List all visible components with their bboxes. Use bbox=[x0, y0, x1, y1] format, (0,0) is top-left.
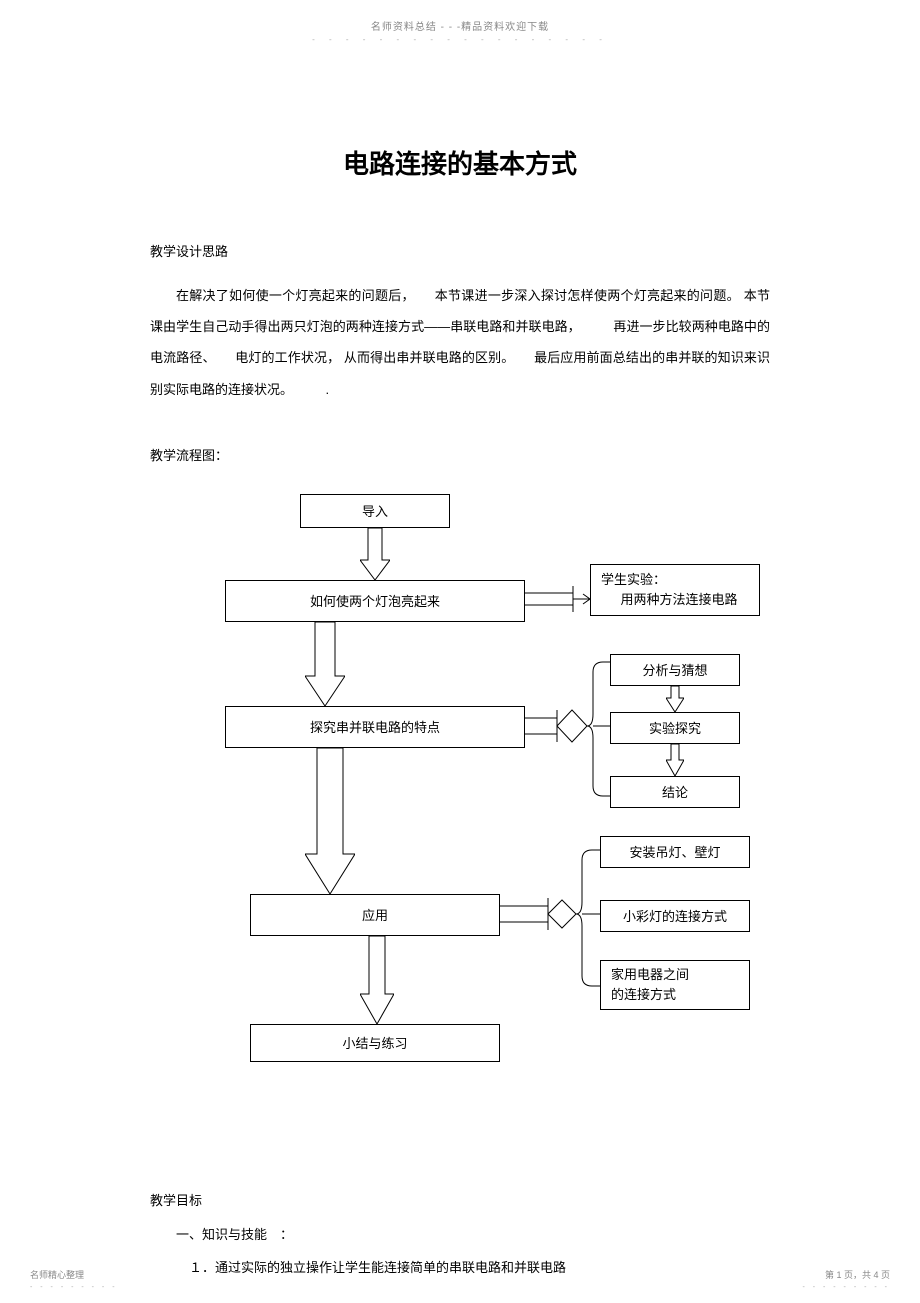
node-summary: 小结与练习 bbox=[250, 1024, 500, 1062]
arrow-down-icon bbox=[666, 686, 684, 712]
arrow-down-icon bbox=[666, 744, 684, 776]
arrow-down-icon bbox=[305, 748, 355, 894]
footer-dashes-left: - - - - - - - - - bbox=[30, 1284, 118, 1291]
header-dashes: - - - - - - - - - - - - - - - - - - bbox=[0, 35, 920, 44]
node-experiment: 实验探究 bbox=[610, 712, 740, 744]
main-content: 电路连接的基本方式 教学设计思路 在解决了如何使一个灯亮起来的问题后， 本节课进… bbox=[0, 44, 920, 1285]
section2-heading: 教学流程图： bbox=[150, 445, 770, 464]
node-home-l2: 的连接方式 bbox=[611, 985, 676, 1005]
node-two-bulbs: 如何使两个灯泡亮起来 bbox=[225, 580, 525, 622]
section1-heading: 教学设计思路 bbox=[150, 241, 770, 260]
node-home: 家用电器之间 的连接方式 bbox=[600, 960, 750, 1010]
section3-sub1: 一、知识与技能 ： bbox=[150, 1218, 770, 1252]
node-analysis: 分析与猜想 bbox=[610, 654, 740, 686]
node-install: 安装吊灯、壁灯 bbox=[600, 836, 750, 868]
page-title: 电路连接的基本方式 bbox=[150, 144, 770, 181]
node-intro: 导入 bbox=[300, 494, 450, 528]
arrow-down-icon bbox=[305, 622, 345, 706]
arrow-down-icon bbox=[360, 528, 390, 580]
footer-right: 第 1 页，共 4 页 bbox=[825, 1268, 890, 1281]
connector-brace2-icon bbox=[500, 836, 600, 1021]
node-application: 应用 bbox=[250, 894, 500, 936]
header-text: 名师资料总结 - - -精品资料欢迎下载 bbox=[0, 0, 920, 33]
footer-left: 名师精心整理 bbox=[30, 1268, 84, 1281]
node-student-exp: 学生实验： 用两种方法连接电路 bbox=[590, 564, 760, 616]
section1-paragraph: 在解决了如何使一个灯亮起来的问题后， 本节课进一步深入探讨怎样使两个灯亮起来的问… bbox=[150, 280, 770, 405]
section3-item1: １．通过实际的独立操作让学生能连接简单的串联电路和并联电路 bbox=[150, 1251, 770, 1285]
section3-heading: 教学目标 bbox=[150, 1184, 770, 1218]
node-colorlight: 小彩灯的连接方式 bbox=[600, 900, 750, 932]
section3: 教学目标 一、知识与技能 ： １．通过实际的独立操作让学生能连接简单的串联电路和… bbox=[150, 1184, 770, 1285]
node-conclusion: 结论 bbox=[610, 776, 740, 808]
flowchart: 导入 如何使两个灯泡亮起来 学生实验： 用两种方法连接电路 探究串并联电路的特点… bbox=[150, 494, 770, 1134]
connector-brace-icon bbox=[525, 654, 610, 819]
node-home-l1: 家用电器之间 bbox=[611, 965, 689, 985]
connector-icon bbox=[525, 586, 590, 617]
node-student-exp-l2: 用两种方法连接电路 bbox=[601, 590, 738, 610]
node-student-exp-l1: 学生实验： bbox=[601, 570, 666, 590]
node-explore: 探究串并联电路的特点 bbox=[225, 706, 525, 748]
arrow-down-icon bbox=[360, 936, 394, 1024]
footer-dashes-right: - - - - - - - - - bbox=[802, 1284, 890, 1291]
